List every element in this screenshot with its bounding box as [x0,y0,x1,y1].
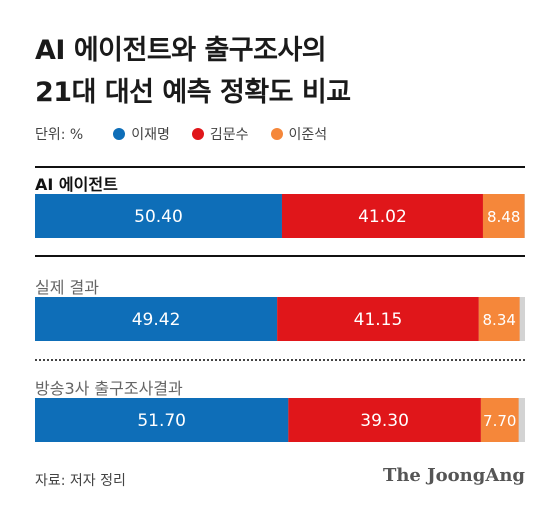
value-label-lee-jaemyung-row-3: 51.70 [137,411,186,431]
bar-lee-junseok-row-1 [482,194,525,238]
value-label-kim-moonsoo-row-2: 41.15 [354,310,403,330]
legend: 단위: % 이재명 김문수 이준석 [35,125,349,143]
title-line-1: AI 에이전트와 출구조사의 [35,35,327,66]
bar-kim-moonsoo-row-1 [281,194,483,238]
value-label-lee-junseok-row-3: 7.70 [483,412,516,430]
chart-title: AI 에이전트와 출구조사의 21대 대선 예측 정확도 비교 [35,30,351,114]
title-line-2: 21대 대선 예측 정확도 비교 [35,77,351,108]
value-label-lee-jaemyung-row-1: 50.40 [134,207,183,227]
legend-swatch-lee-junseok [270,128,283,140]
value-label-kim-moonsoo-row-3: 39.30 [360,411,409,431]
legend-label-lee-junseok: 이준석 [288,127,328,143]
row-label-exit-poll: 방송3사 출구조사결과 [35,379,183,398]
source-note: 자료: 저자 정리 [35,473,126,489]
row-label-actual-result: 실제 결과 [35,278,99,297]
bar-kim-moonsoo-row-2 [277,297,479,341]
row-label-ai-agent: AI 에이전트 [35,175,118,194]
bar-lee-jaemyung-row-3 [35,398,289,442]
bar-lee-jaemyung-row-2 [35,297,278,341]
bar-lee-junseok-row-2 [478,297,520,341]
bar-lee-jaemyung-row-1 [35,194,282,238]
value-label-lee-junseok-row-1: 8.48 [487,208,520,226]
legend-item-kim-moonsoo: 김문수 [191,124,249,144]
value-label-kim-moonsoo-row-1: 41.02 [358,207,407,227]
bar-lee-junseok-row-3 [480,398,519,442]
unit-label: 단위: % [35,127,84,143]
legend-label-kim-moonsoo: 김문수 [209,127,249,143]
brand-logo: The JoongAng [382,465,525,486]
legend-swatch-lee-jaemyung [113,128,126,140]
header-divider [35,166,525,168]
value-label-lee-jaemyung-row-2: 49.42 [132,310,181,330]
legend-item-lee-junseok: 이준석 [270,124,328,144]
row-divider-1 [35,255,525,257]
legend-label-lee-jaemyung: 이재명 [131,127,170,143]
legend-swatch-kim-moonsoo [191,128,204,140]
bar-kim-moonsoo-row-3 [288,398,481,442]
row-divider-2 [35,359,525,361]
value-label-lee-junseok-row-2: 8.34 [483,311,516,329]
legend-item-lee-jaemyung: 이재명 [113,124,170,144]
